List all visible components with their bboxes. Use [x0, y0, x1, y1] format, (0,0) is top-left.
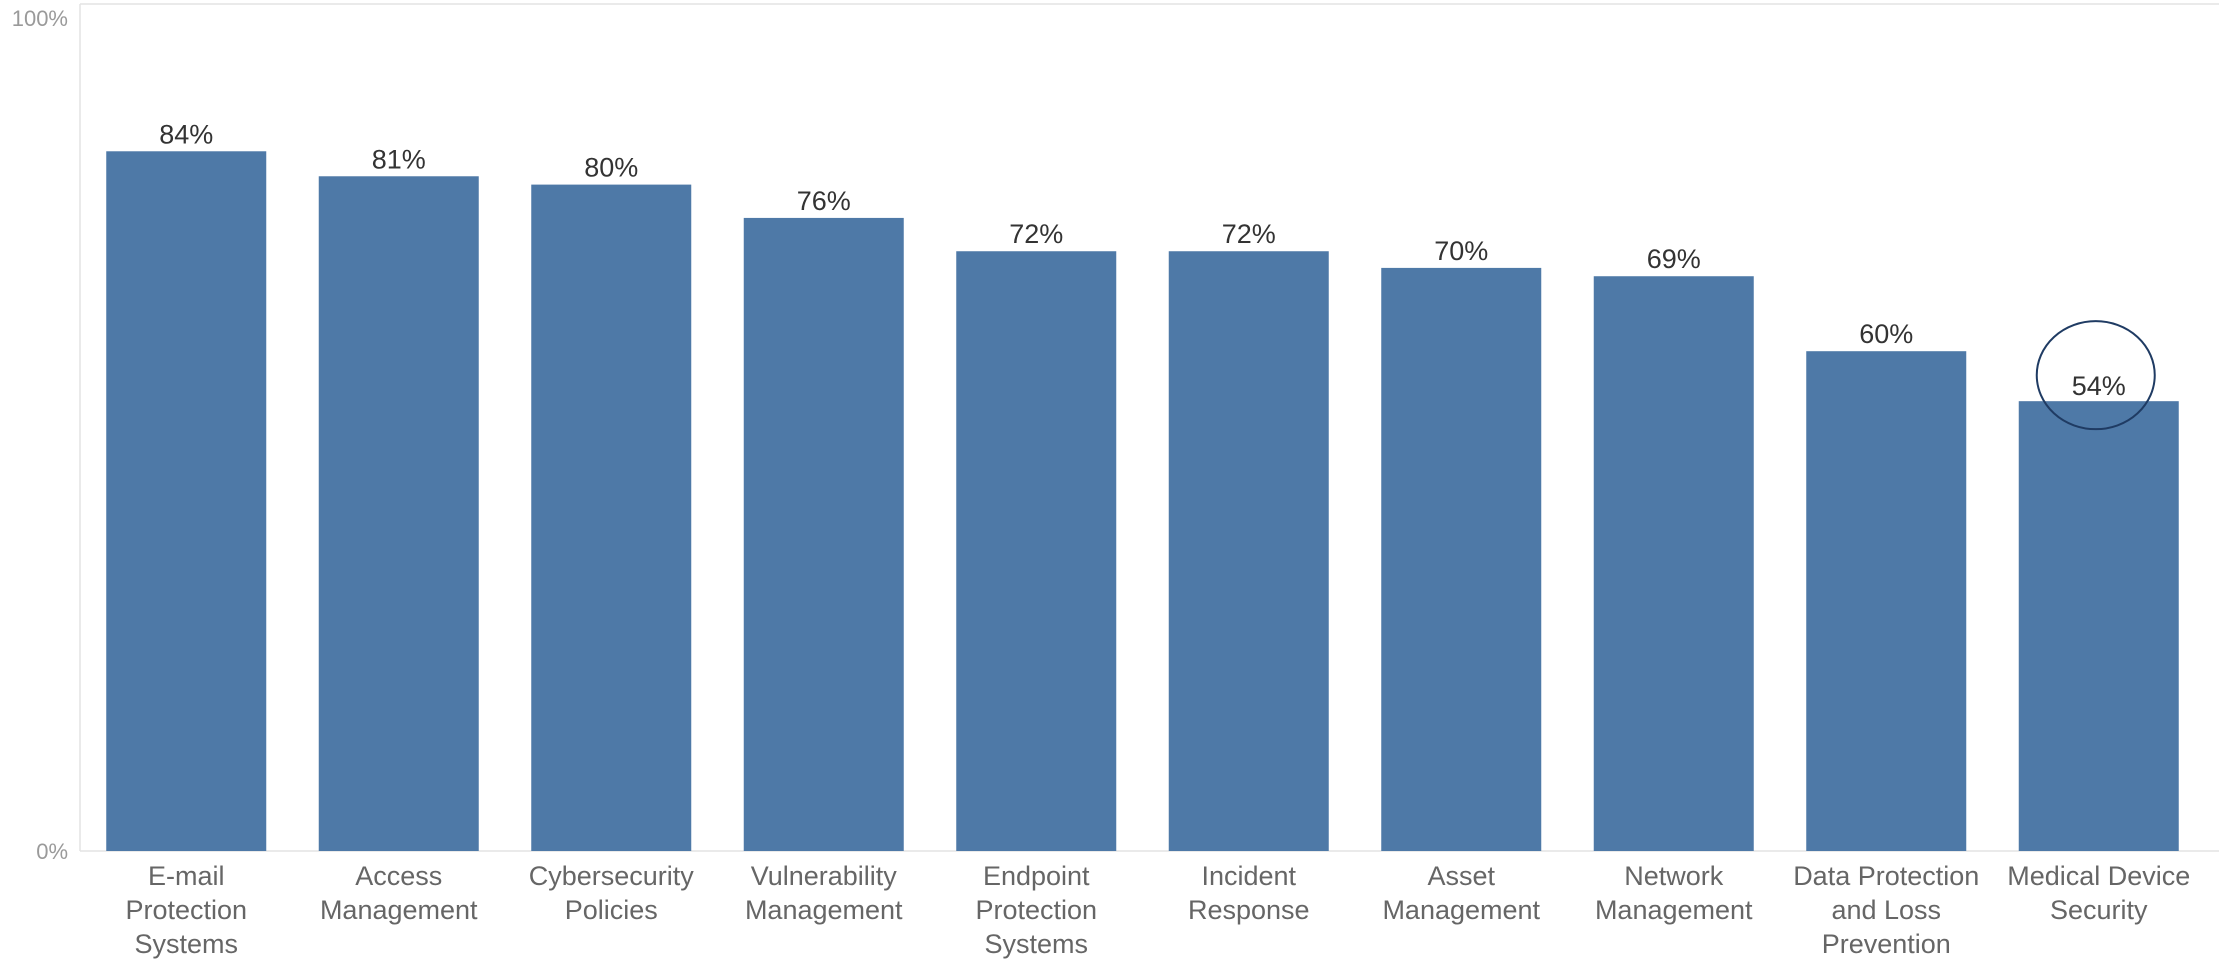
data-label: 69% — [1647, 244, 1701, 274]
x-tick-label-line: Management — [1382, 895, 1540, 925]
bar — [106, 151, 267, 851]
x-tick-label-line: Data Protection — [1793, 861, 1979, 891]
bar — [1593, 276, 1754, 852]
x-tick-label-line: Protection — [975, 895, 1097, 925]
bar — [956, 251, 1117, 852]
x-tick-label-line: Response — [1188, 895, 1310, 925]
x-tick-label: Endpoint Protection Systems — [975, 861, 1097, 959]
x-tick-label-line: Systems — [134, 929, 238, 959]
x-tick-label-line: Network — [1624, 861, 1724, 891]
x-tick-label-line: Access — [355, 861, 442, 891]
x-tick-label: Vulnerability Management — [745, 861, 903, 925]
highlight-circle — [2035, 320, 2156, 431]
x-tick-label-line: Protection — [125, 895, 247, 925]
x-tick-label-line: Security — [2050, 895, 2148, 925]
y-tick-label: 100% — [12, 6, 68, 31]
bar — [1806, 351, 1967, 851]
data-label: 72% — [1009, 219, 1063, 249]
bar — [2018, 401, 2179, 851]
x-tick-label-line: Incident — [1201, 861, 1296, 891]
x-tick-label-line: Vulnerability — [751, 861, 898, 891]
x-tick-label-line: Systems — [984, 929, 1088, 959]
data-label: 70% — [1434, 236, 1488, 266]
data-label: 81% — [372, 144, 426, 174]
x-tick-label: Cybersecurity Policies — [529, 861, 695, 925]
bar — [743, 217, 904, 852]
x-tick-label-line: Endpoint — [983, 861, 1090, 891]
x-tick-label-line: E-mail — [148, 861, 225, 891]
bars — [106, 151, 2179, 852]
data-label: 80% — [584, 153, 638, 183]
x-tick-label-line: Asset — [1427, 861, 1495, 891]
data-labels: 84% 81% 80% 76% 72% 72% 70% 69% 60% 54% — [159, 119, 2126, 401]
x-tick-label-line: Cybersecurity — [529, 861, 695, 891]
annotations — [2035, 320, 2156, 431]
x-tick-label-line: and Loss — [1831, 895, 1941, 925]
y-axis-ticks: 100% 0% — [12, 6, 68, 864]
bar — [1168, 251, 1329, 852]
x-tick-label: Medical Device Security — [2007, 861, 2190, 925]
x-tick-label: Incident Response — [1188, 861, 1310, 925]
x-tick-label-line: Policies — [565, 895, 658, 925]
bar — [1381, 267, 1542, 851]
x-tick-label-line: Management — [320, 895, 478, 925]
x-tick-label: Access Management — [320, 861, 478, 925]
x-tick-label: Network Management — [1595, 861, 1753, 925]
x-tick-label-line: Management — [1595, 895, 1753, 925]
x-tick-label: E-mail Protection Systems — [125, 861, 247, 959]
y-tick-label: 0% — [36, 839, 68, 864]
x-tick-label-line: Medical Device — [2007, 861, 2190, 891]
bar — [318, 176, 479, 851]
data-label: 72% — [1222, 219, 1276, 249]
x-tick-label-line: Management — [745, 895, 903, 925]
x-tick-label-line: Prevention — [1822, 929, 1951, 959]
data-label: 54% — [2072, 371, 2126, 401]
data-label: 76% — [797, 186, 851, 216]
x-tick-label: Data Protection and Loss Prevention — [1793, 861, 1979, 959]
x-axis-labels: E-mail Protection Systems Access Management C… — [125, 861, 2190, 959]
data-label: 84% — [159, 119, 213, 149]
bar — [531, 184, 692, 852]
data-label: 60% — [1859, 319, 1913, 349]
x-tick-label: Asset Management — [1382, 861, 1540, 925]
